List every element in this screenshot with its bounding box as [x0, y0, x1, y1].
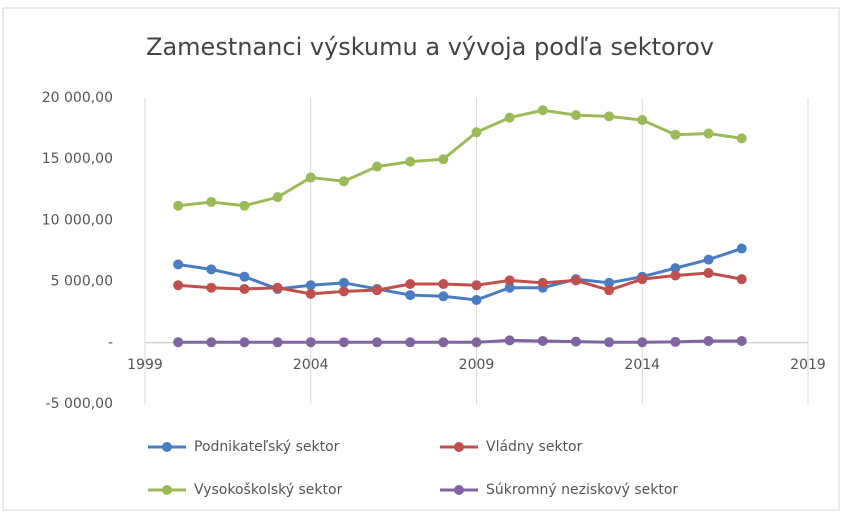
data-point [239, 271, 250, 282]
data-point [703, 254, 714, 265]
data-point [537, 105, 548, 116]
data-point [405, 290, 416, 301]
data-point [305, 280, 316, 291]
data-point [703, 128, 714, 139]
data-point [504, 282, 515, 293]
data-point [438, 291, 449, 302]
data-point [206, 282, 217, 293]
data-point [206, 197, 217, 208]
y-tick-label: - [108, 335, 113, 351]
series-line [178, 271, 742, 296]
data-point [305, 337, 316, 348]
data-point [173, 200, 184, 211]
data-point [438, 279, 449, 290]
data-point [570, 275, 581, 286]
data-point [570, 336, 581, 347]
data-point [736, 335, 747, 346]
data-point [405, 337, 416, 348]
x-tick-label: 2009 [459, 357, 495, 373]
data-point [206, 337, 217, 348]
y-tick-label: -5 000,00 [46, 396, 113, 412]
x-tick-label: 1999 [127, 357, 163, 373]
data-point [703, 335, 714, 346]
legend-marker [454, 442, 464, 452]
data-point [372, 161, 383, 172]
legend-label: Súkromný neziskový sektor [486, 482, 678, 498]
data-point [338, 286, 349, 297]
data-point [670, 129, 681, 140]
data-point [703, 268, 714, 279]
data-point [670, 336, 681, 347]
data-point [438, 337, 449, 348]
chart-title: Zamestnanci výskumu a vývoja podľa sekto… [146, 33, 714, 61]
data-point [405, 279, 416, 290]
data-point [736, 243, 747, 254]
data-point [438, 154, 449, 165]
x-tick-label: 2019 [790, 357, 826, 373]
data-point [736, 133, 747, 144]
data-point [471, 280, 482, 291]
data-point [173, 280, 184, 291]
data-point [372, 285, 383, 296]
data-point [173, 337, 184, 348]
legend-label: Vládny sektor [486, 439, 583, 455]
chart-border [2, 7, 840, 511]
data-point [338, 337, 349, 348]
x-tick-label: 2004 [293, 357, 329, 373]
data-point [670, 263, 681, 274]
data-point [272, 282, 283, 293]
data-point [471, 294, 482, 305]
data-point [338, 277, 349, 288]
y-tick-label: 5 000,00 [51, 274, 113, 290]
data-point [272, 337, 283, 348]
data-point [504, 335, 515, 346]
data-point [206, 264, 217, 275]
y-tick-label: 15 000,00 [42, 151, 113, 167]
data-point [405, 156, 416, 167]
data-point [338, 176, 349, 187]
data-point [239, 200, 250, 211]
data-point [471, 127, 482, 138]
y-tick-label: 10 000,00 [42, 212, 113, 228]
legend-marker [162, 442, 172, 452]
data-point [372, 337, 383, 348]
legend-label: Vysokoškolský sektor [194, 482, 343, 498]
data-point [637, 115, 648, 126]
data-point [537, 335, 548, 346]
data-point [637, 274, 648, 285]
data-point [504, 112, 515, 123]
legend-label: Podnikateľský sektor [194, 439, 340, 455]
legend-marker [162, 485, 172, 495]
data-point [570, 110, 581, 121]
data-point [736, 274, 747, 285]
data-point [471, 337, 482, 348]
data-point [604, 285, 615, 296]
data-point [173, 259, 184, 270]
data-point [637, 337, 648, 348]
data-point [537, 277, 548, 288]
x-tick-label: 2014 [624, 357, 660, 373]
data-point [604, 111, 615, 122]
data-point [604, 277, 615, 288]
series-line [178, 338, 742, 344]
data-point [670, 270, 681, 281]
data-point [272, 192, 283, 203]
data-point [305, 172, 316, 183]
legend-marker [454, 485, 464, 495]
data-point [239, 283, 250, 294]
data-point [504, 275, 515, 286]
data-point [239, 337, 250, 348]
data-point [305, 288, 316, 299]
y-tick-label: 20 000,00 [42, 90, 113, 106]
data-point [604, 337, 615, 348]
series-line [177, 108, 742, 208]
